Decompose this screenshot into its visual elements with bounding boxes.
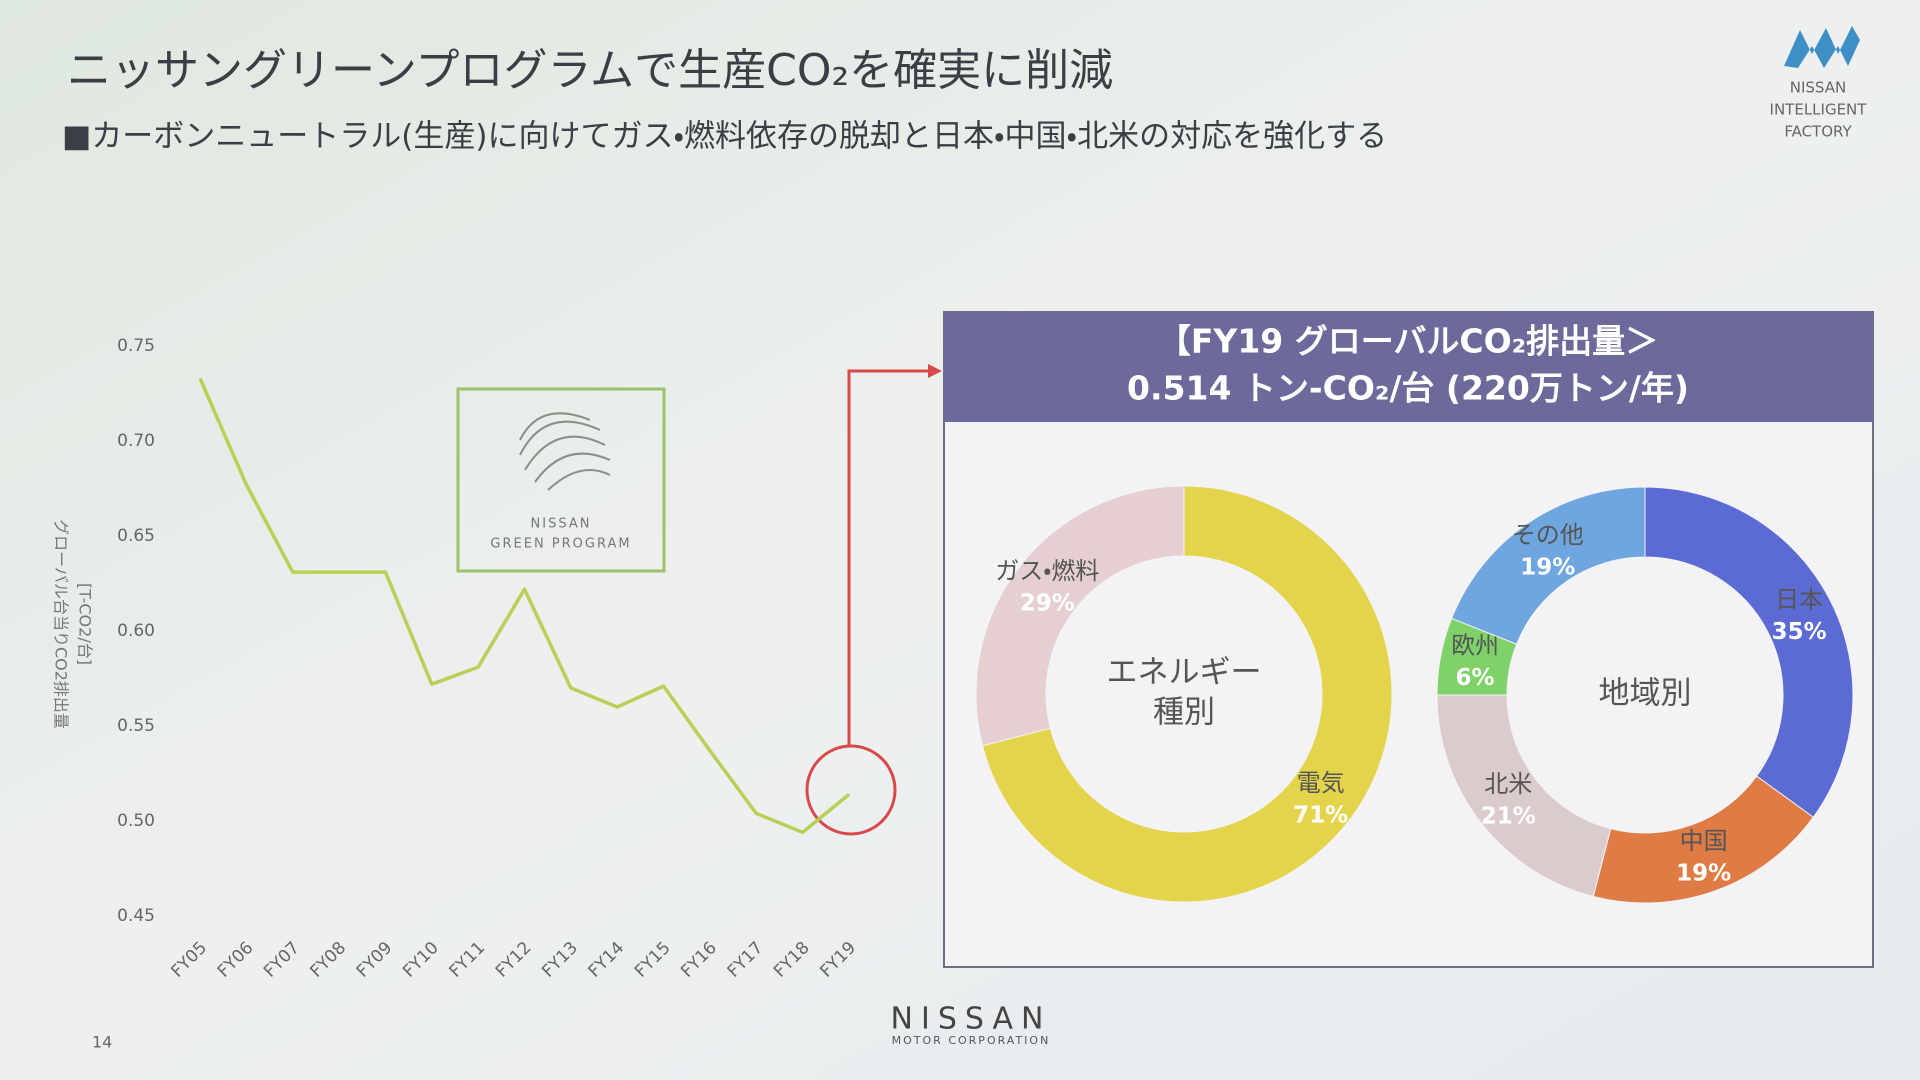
segment-value-label: 21% xyxy=(1481,804,1536,830)
arrow-head xyxy=(928,364,942,378)
donut-center-label: 地域別 xyxy=(1599,676,1692,712)
logo-text: NISSAN xyxy=(1790,79,1846,97)
slide-subtitle: ■カーボンニュートラル(生産)に向けてガス・燃料依存の脱却と日本・中国・北米の対… xyxy=(62,119,1387,155)
logo-icon xyxy=(1784,26,1860,68)
donut-segment xyxy=(1644,486,1854,818)
donut-center-label: 種別 xyxy=(1153,695,1215,731)
y-axis-label: [T-CO2/台] xyxy=(76,583,95,665)
y-tick-label: 0.50 xyxy=(117,811,155,831)
segment-name: その他 xyxy=(1512,521,1584,549)
callout-arrow xyxy=(847,369,930,746)
panel-header xyxy=(944,312,1873,422)
segment-value-label: 6% xyxy=(1456,665,1495,691)
y-tick-label: 0.65 xyxy=(117,526,155,546)
green-program-emblem xyxy=(519,412,611,491)
footer-brand: NISSAN xyxy=(891,1002,1052,1037)
green-program-box xyxy=(456,387,666,573)
y-tick-label: 0.60 xyxy=(117,621,155,641)
green-program-text: NISSAN xyxy=(531,517,592,532)
highlight-circle xyxy=(805,744,897,836)
slide-title: ニッサングリーンプログラムで生産CO₂を確実に削減 xyxy=(67,45,1113,96)
donut-segment xyxy=(981,485,1393,903)
segment-name: 電気 xyxy=(1297,769,1345,797)
panel-title: 0.514 トン-CO₂/台 (220万トン/年) xyxy=(1127,369,1689,408)
segment-name: ガス・燃料 xyxy=(995,557,1099,585)
green-program-text: GREEN PROGRAM xyxy=(490,537,631,552)
page-number: 14 xyxy=(92,1033,112,1052)
logo-text: INTELLIGENT xyxy=(1770,101,1868,119)
panel-title: 【FY19 グローバルCO₂排出量＞ xyxy=(1158,322,1658,361)
segment-name: 中国 xyxy=(1680,827,1728,855)
donut-segment xyxy=(1450,486,1646,645)
segment-value-label: 35% xyxy=(1772,619,1827,645)
y-axis-label: グローバル台当りCO2排出量 xyxy=(52,519,71,729)
donut-segment xyxy=(975,485,1185,747)
y-tick-label: 0.55 xyxy=(117,716,155,736)
segment-value-label: 29% xyxy=(1020,590,1075,616)
segment-name: 日本 xyxy=(1775,585,1823,613)
y-tick-label: 0.45 xyxy=(117,906,155,926)
segment-value-label: 19% xyxy=(1520,554,1575,580)
donut-center-label: エネルギー xyxy=(1107,655,1262,691)
segment-value-label: 71% xyxy=(1293,803,1348,829)
segment-name: 北米 xyxy=(1484,770,1532,798)
data-line xyxy=(198,377,851,835)
segment-name: 欧州 xyxy=(1451,632,1499,660)
segment-value-label: 19% xyxy=(1676,860,1731,886)
y-tick-label: 0.70 xyxy=(117,431,155,451)
logo-text: FACTORY xyxy=(1784,123,1852,141)
y-tick-label: 0.75 xyxy=(117,336,155,356)
footer-sub: MOTOR CORPORATION xyxy=(892,1034,1051,1047)
